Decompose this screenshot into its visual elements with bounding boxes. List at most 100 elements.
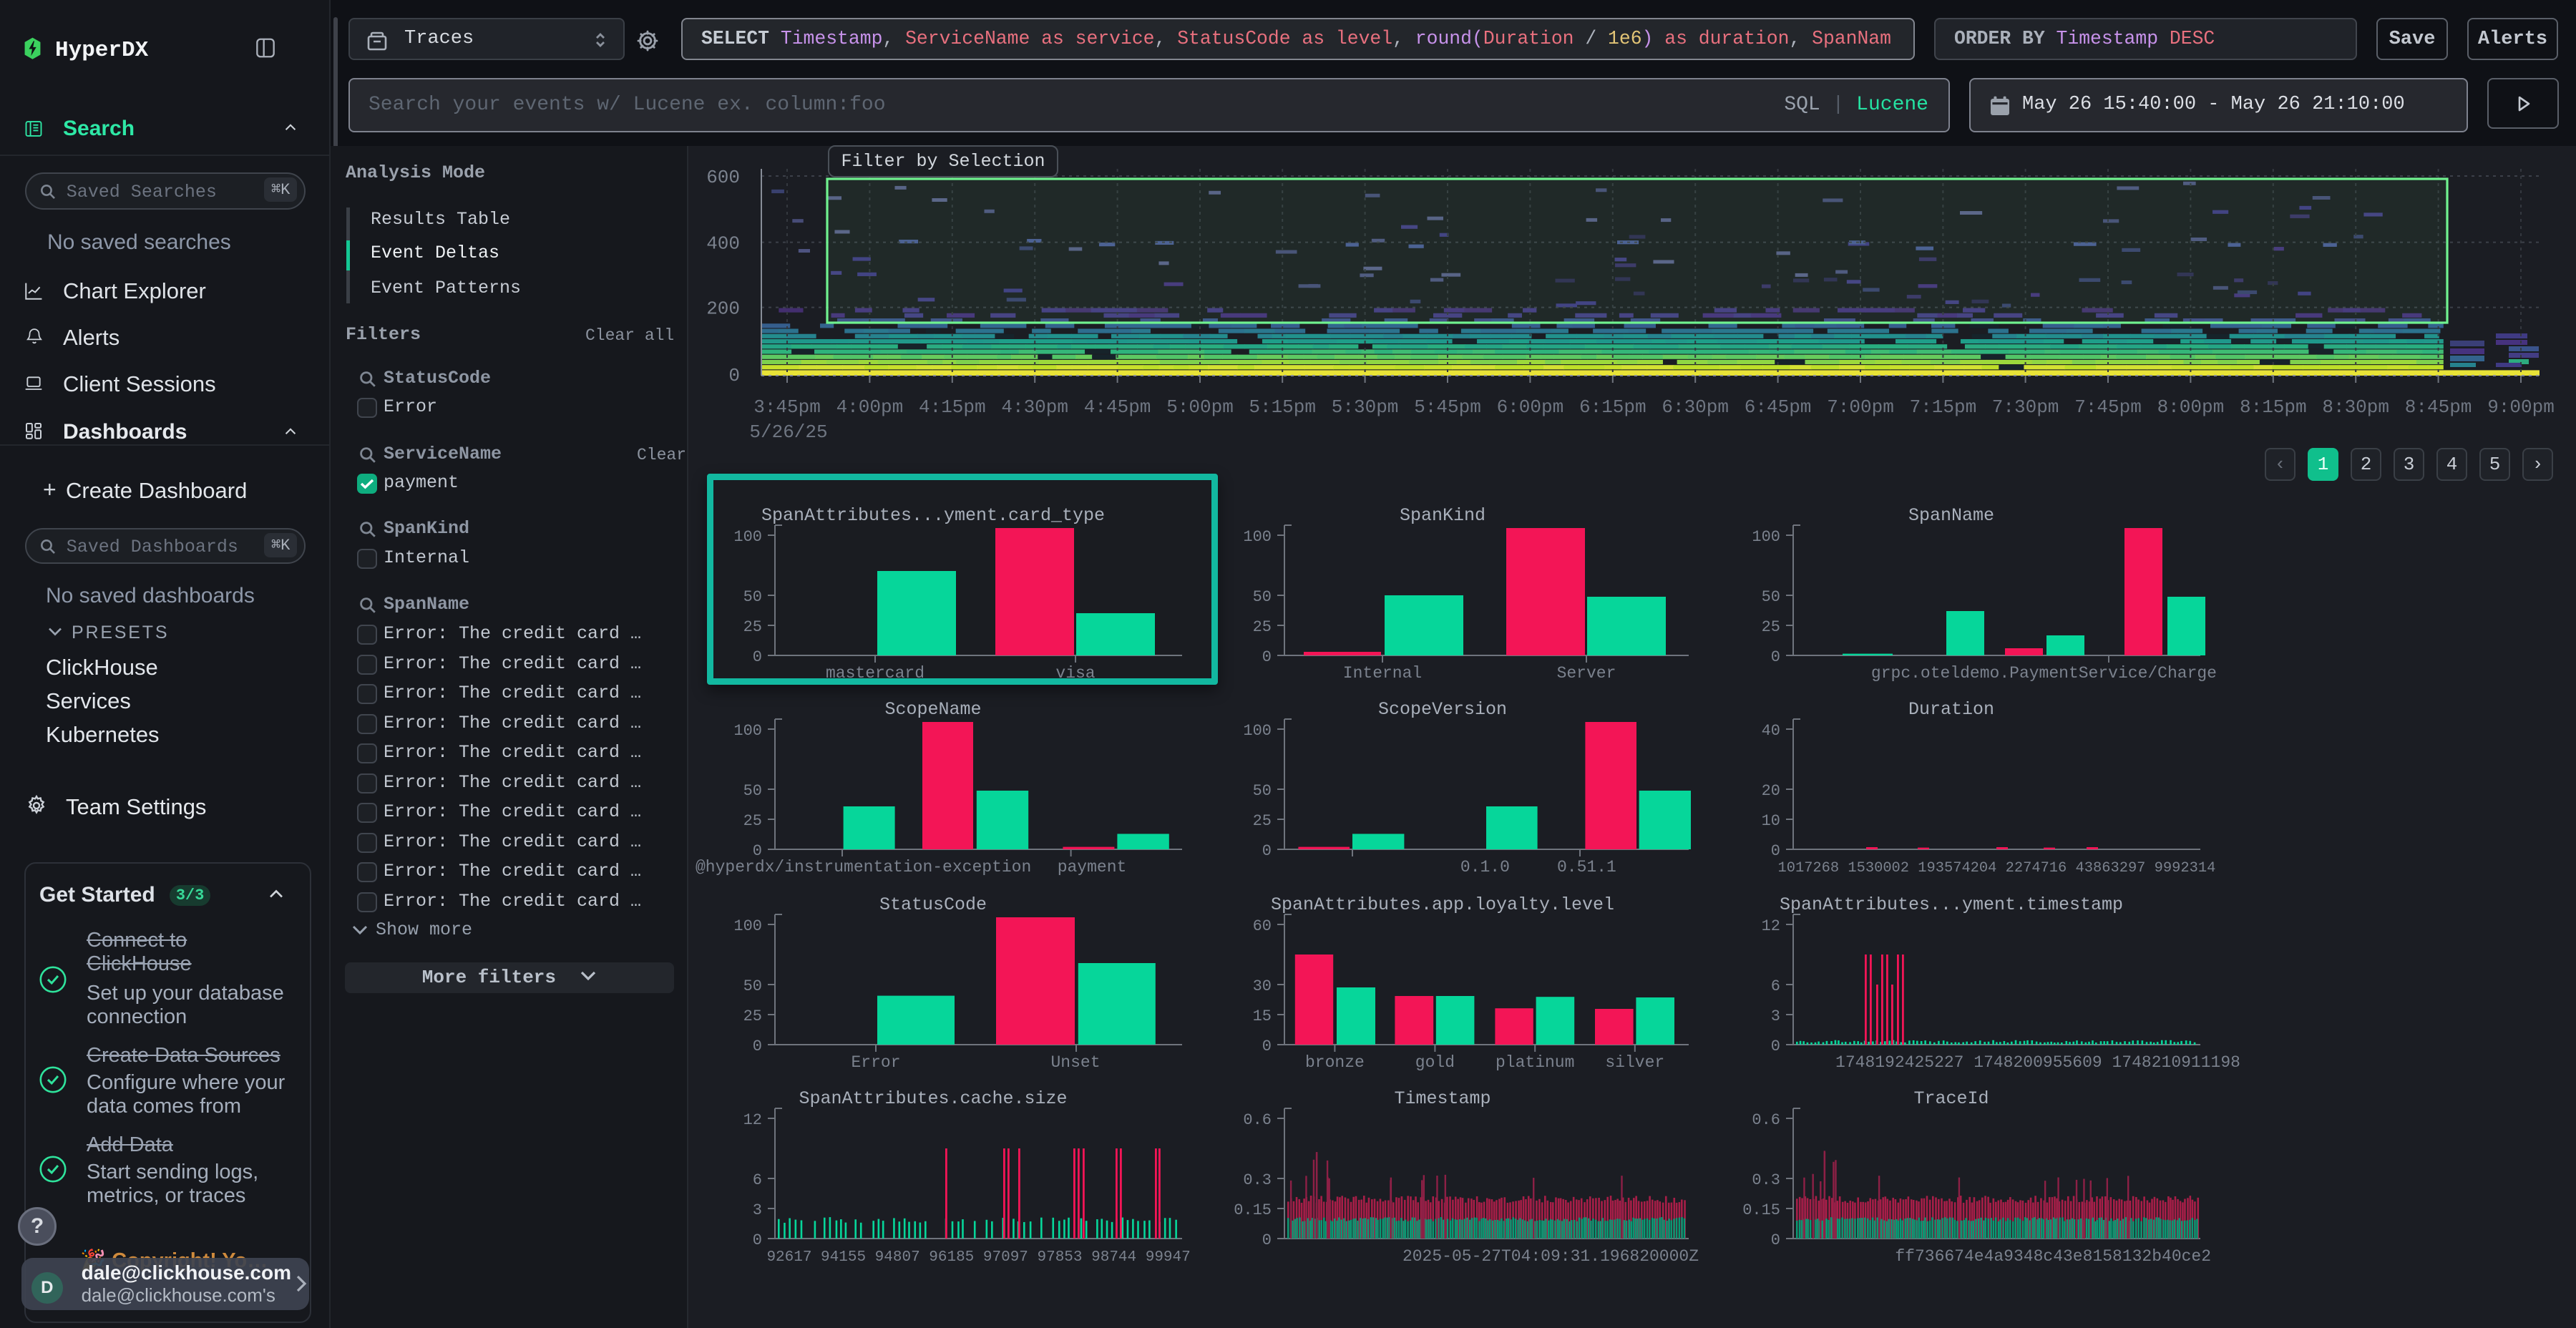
svg-text:grpc.oteldemo.PaymentService/C: grpc.oteldemo.PaymentService/Charge [1871, 664, 2217, 683]
svg-text:25: 25 [1762, 618, 1780, 636]
svg-text:gold: gold [1415, 1053, 1455, 1072]
svg-text:400: 400 [706, 233, 740, 255]
svg-text:12: 12 [743, 1111, 762, 1129]
svg-text:8:00pm: 8:00pm [2157, 396, 2225, 418]
svg-text:0.1.0: 0.1.0 [1460, 858, 1510, 877]
svg-text:Error: Error [851, 1053, 900, 1072]
svg-text:100: 100 [1243, 722, 1272, 740]
svg-text:0: 0 [1771, 842, 1780, 860]
svg-text:Timestamp: Timestamp [1394, 1088, 1491, 1109]
svg-text:0: 0 [1771, 648, 1780, 666]
svg-text:0: 0 [1771, 1038, 1780, 1055]
svg-text:5:00pm: 5:00pm [1166, 396, 1234, 418]
svg-text:8:15pm: 8:15pm [2240, 396, 2307, 418]
svg-text:10: 10 [1762, 812, 1780, 830]
svg-text:Duration: Duration [1908, 699, 1994, 720]
svg-text:6:30pm: 6:30pm [1662, 396, 1729, 418]
svg-text:7:45pm: 7:45pm [2074, 396, 2142, 418]
svg-text:3: 3 [753, 1201, 762, 1219]
svg-text:ScopeVersion: ScopeVersion [1378, 699, 1507, 720]
svg-text:mastercard: mastercard [826, 664, 924, 683]
svg-text:50: 50 [1762, 588, 1780, 606]
svg-text:7:15pm: 7:15pm [1910, 396, 1977, 418]
svg-text:Server: Server [1557, 664, 1616, 683]
svg-text:7:30pm: 7:30pm [1992, 396, 2059, 418]
svg-text:3: 3 [1771, 1007, 1780, 1025]
svg-text:0.6: 0.6 [1243, 1111, 1272, 1129]
svg-text:50: 50 [1253, 588, 1272, 606]
svg-text:60: 60 [1253, 917, 1272, 935]
svg-text:1748192425227 1748200955609 17: 1748192425227 1748200955609 174821091119… [1835, 1053, 2240, 1072]
svg-text:6: 6 [753, 1171, 762, 1189]
svg-text:SpanAttributes.app.loyalty.lev: SpanAttributes.app.loyalty.level [1271, 894, 1614, 915]
svg-text:6: 6 [1771, 977, 1780, 995]
svg-text:StatusCode: StatusCode [879, 894, 987, 915]
svg-text:1017268 1530002 193574204 2274: 1017268 1530002 193574204 2274716 438632… [1777, 860, 2215, 877]
svg-text:15: 15 [1253, 1007, 1272, 1025]
svg-text:100: 100 [733, 528, 762, 546]
svg-text:600: 600 [706, 167, 740, 188]
svg-text:silver: silver [1605, 1053, 1664, 1072]
svg-text:0.6: 0.6 [1752, 1111, 1780, 1129]
svg-text:0: 0 [753, 842, 762, 860]
svg-text:25: 25 [1253, 618, 1272, 636]
svg-text:6:45pm: 6:45pm [1745, 396, 1812, 418]
svg-text:Unset: Unset [1050, 1053, 1100, 1072]
svg-text:100: 100 [1752, 528, 1780, 546]
svg-text:4:30pm: 4:30pm [1001, 396, 1068, 418]
svg-text:20: 20 [1762, 782, 1780, 800]
svg-text:Internal: Internal [1343, 664, 1422, 683]
svg-text:100: 100 [733, 722, 762, 740]
svg-text:TraceId: TraceId [1913, 1088, 1989, 1109]
svg-text:ScopeName: ScopeName [884, 699, 981, 720]
svg-text:0: 0 [753, 1038, 762, 1055]
svg-text:5:30pm: 5:30pm [1332, 396, 1399, 418]
svg-text:40: 40 [1762, 722, 1780, 740]
svg-text:0.15: 0.15 [1742, 1201, 1780, 1219]
svg-text:0: 0 [1262, 648, 1272, 666]
svg-text:ff736674e4a9348c43e8158132b40c: ff736674e4a9348c43e8158132b40ce2 [1895, 1247, 2211, 1266]
svg-text:0: 0 [1262, 1038, 1272, 1055]
svg-text:0: 0 [1262, 842, 1272, 860]
svg-text:7:00pm: 7:00pm [1827, 396, 1894, 418]
svg-text:0: 0 [753, 1231, 762, 1249]
svg-text:25: 25 [1253, 812, 1272, 830]
svg-text:SpanName: SpanName [1908, 505, 1994, 526]
svg-text:8:45pm: 8:45pm [2405, 396, 2472, 418]
svg-text:5/26/25: 5/26/25 [749, 421, 827, 443]
svg-text:30: 30 [1253, 977, 1272, 995]
svg-text:bronze: bronze [1305, 1053, 1365, 1072]
svg-text:25: 25 [743, 812, 762, 830]
svg-text:3:45pm: 3:45pm [753, 396, 821, 418]
svg-text:SpanKind: SpanKind [1400, 505, 1485, 526]
svg-text:SpanAttributes...yment.card_ty: SpanAttributes...yment.card_type [761, 505, 1105, 526]
svg-text:0.15: 0.15 [1234, 1201, 1272, 1219]
svg-text:0: 0 [1771, 1231, 1780, 1249]
svg-text:25: 25 [743, 618, 762, 636]
svg-text:SpanAttributes...yment.timesta: SpanAttributes...yment.timestamp [1780, 894, 2123, 915]
svg-text:9:00pm: 9:00pm [2487, 396, 2555, 418]
svg-text:SpanAttributes.cache.size: SpanAttributes.cache.size [799, 1088, 1067, 1109]
svg-text:@hyperdx/instrumentation-excep: @hyperdx/instrumentation-exception [696, 858, 1031, 877]
svg-text:92617 94155 94807 96185 97097: 92617 94155 94807 96185 97097 97853 9874… [766, 1249, 1190, 1266]
svg-text:4:00pm: 4:00pm [836, 396, 904, 418]
svg-text:0: 0 [1262, 1231, 1272, 1249]
svg-text:5:15pm: 5:15pm [1249, 396, 1316, 418]
svg-text:12: 12 [1762, 917, 1780, 935]
svg-text:50: 50 [1253, 782, 1272, 800]
svg-text:visa: visa [1055, 664, 1095, 683]
svg-text:100: 100 [733, 917, 762, 935]
svg-text:0.3: 0.3 [1752, 1171, 1780, 1189]
svg-text:50: 50 [743, 588, 762, 606]
svg-text:0.3: 0.3 [1243, 1171, 1272, 1189]
svg-text:0: 0 [753, 648, 762, 666]
svg-text:6:15pm: 6:15pm [1579, 396, 1646, 418]
svg-text:5:45pm: 5:45pm [1414, 396, 1481, 418]
svg-text:4:15pm: 4:15pm [919, 396, 986, 418]
svg-text:0.51.1: 0.51.1 [1557, 858, 1616, 877]
svg-text:6:00pm: 6:00pm [1497, 396, 1564, 418]
svg-text:50: 50 [743, 782, 762, 800]
svg-text:payment: payment [1058, 858, 1127, 877]
svg-text:100: 100 [1243, 528, 1272, 546]
svg-text:25: 25 [743, 1007, 762, 1025]
